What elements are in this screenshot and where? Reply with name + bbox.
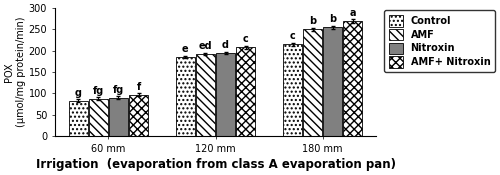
Bar <box>176 57 195 136</box>
Text: b: b <box>309 16 316 26</box>
Bar <box>323 27 342 136</box>
Bar <box>344 21 362 136</box>
Bar <box>196 54 215 136</box>
Text: g: g <box>74 88 82 98</box>
X-axis label: Irrigation  (evaporation from class A evaporation pan): Irrigation (evaporation from class A eva… <box>36 158 396 171</box>
Bar <box>236 47 255 136</box>
Text: ed: ed <box>198 41 212 51</box>
Text: c: c <box>290 31 296 41</box>
Bar <box>303 29 322 136</box>
Bar <box>89 99 108 136</box>
Text: a: a <box>350 8 356 18</box>
Text: e: e <box>182 44 188 54</box>
Text: c: c <box>243 34 248 44</box>
Text: f: f <box>136 82 140 92</box>
Bar <box>68 101 88 136</box>
Text: b: b <box>329 14 336 24</box>
Bar <box>283 44 302 136</box>
Bar <box>129 95 148 136</box>
Text: fg: fg <box>113 85 124 95</box>
Legend: Control, AMF, Nitroxin, AMF+ Nitroxin: Control, AMF, Nitroxin, AMF+ Nitroxin <box>384 10 495 72</box>
Bar <box>109 98 128 136</box>
Text: fg: fg <box>92 86 104 96</box>
Y-axis label: POX
(μmol/mg protein/min): POX (μmol/mg protein/min) <box>4 17 26 127</box>
Bar <box>216 53 235 136</box>
Text: d: d <box>222 40 229 50</box>
